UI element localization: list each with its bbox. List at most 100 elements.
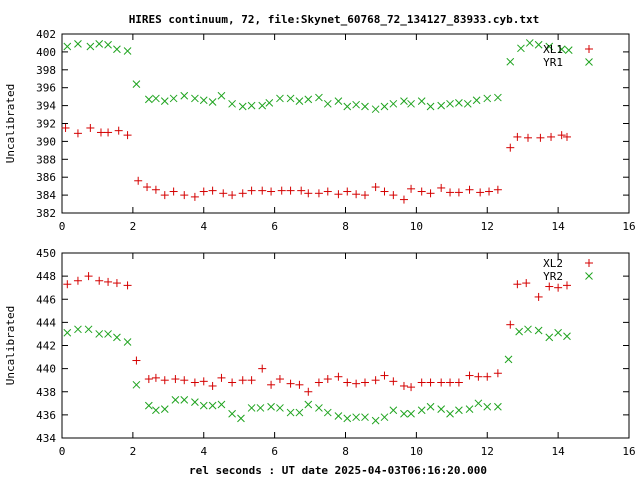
data-point-xl1 bbox=[73, 129, 82, 138]
x-axis-label: rel seconds : UT date 2025-04-03T06:16:2… bbox=[189, 464, 487, 477]
data-point-xl2 bbox=[522, 279, 531, 288]
data-point-xl1 bbox=[446, 188, 455, 197]
y-tick-label: 446 bbox=[36, 293, 56, 306]
data-point-xl1 bbox=[343, 187, 352, 196]
y-tick-label: 392 bbox=[36, 118, 56, 131]
data-point-yr1 bbox=[258, 101, 267, 110]
y-tick-label: 444 bbox=[36, 316, 56, 329]
data-point-xl2 bbox=[454, 378, 463, 387]
data-point-yr2 bbox=[400, 409, 408, 418]
x-tick-label: 0 bbox=[59, 220, 66, 233]
x-tick-label: 4 bbox=[200, 220, 207, 233]
data-point-xl2 bbox=[314, 378, 323, 387]
data-point-yr2 bbox=[84, 325, 93, 334]
data-point-xl2 bbox=[112, 279, 121, 288]
data-point-yr1 bbox=[371, 105, 380, 114]
data-point-yr2 bbox=[247, 404, 256, 412]
data-point-xl2 bbox=[513, 280, 522, 289]
data-point-yr2 bbox=[455, 406, 463, 415]
data-point-yr2 bbox=[315, 404, 323, 412]
data-point-yr1 bbox=[483, 94, 492, 103]
x-tick-label: 10 bbox=[410, 220, 423, 233]
data-point-xl1 bbox=[104, 128, 113, 137]
data-point-yr2 bbox=[545, 333, 554, 342]
data-point-yr2 bbox=[276, 404, 284, 412]
data-point-xl1 bbox=[199, 187, 208, 196]
data-point-yr1 bbox=[295, 97, 304, 105]
data-point-yr1 bbox=[169, 94, 178, 103]
data-point-yr1 bbox=[95, 39, 104, 48]
x-tick-label: 14 bbox=[552, 445, 566, 458]
data-point-yr1 bbox=[238, 102, 247, 111]
data-point-xl2 bbox=[199, 377, 208, 386]
y-tick-label: 398 bbox=[36, 64, 56, 77]
data-point-xl2 bbox=[399, 381, 408, 390]
y-tick-label: 382 bbox=[36, 207, 56, 220]
data-point-xl2 bbox=[132, 356, 141, 365]
x-tick-label: 6 bbox=[271, 220, 278, 233]
data-point-xl2 bbox=[437, 378, 446, 387]
data-point-yr2 bbox=[208, 401, 217, 410]
data-point-yr1 bbox=[437, 101, 446, 110]
data-point-yr2 bbox=[123, 338, 132, 346]
data-point-xl1 bbox=[493, 185, 502, 194]
data-point-yr1 bbox=[545, 42, 554, 51]
data-point-xl2 bbox=[63, 280, 72, 289]
data-point-xl1 bbox=[371, 183, 380, 192]
data-point-xl2 bbox=[465, 371, 474, 380]
data-point-xl2 bbox=[407, 383, 416, 392]
data-point-xl1 bbox=[286, 186, 295, 195]
upper-plot-panel: 382 384 386 388 390 392 394 396 398 400 402 0 2 4 6 8 10… bbox=[4, 28, 636, 233]
legend-marker-xl2 bbox=[585, 259, 593, 267]
data-point-xl1 bbox=[360, 191, 369, 200]
data-point-yr1 bbox=[472, 96, 481, 105]
data-point-xl1 bbox=[219, 189, 228, 198]
data-point-yr2 bbox=[256, 404, 265, 412]
data-point-yr1 bbox=[400, 97, 408, 105]
data-point-yr2 bbox=[494, 402, 502, 411]
data-point-xl2 bbox=[554, 283, 563, 292]
data-point-yr1 bbox=[123, 47, 132, 55]
data-point-yr1 bbox=[276, 94, 284, 103]
data-point-xl1 bbox=[238, 189, 247, 198]
data-point-yr2 bbox=[474, 399, 483, 408]
data-point-xl1 bbox=[562, 132, 571, 141]
data-point-xl2 bbox=[417, 378, 426, 387]
data-point-xl1 bbox=[547, 132, 556, 141]
legend-label-yr1: YR1 bbox=[543, 56, 563, 69]
data-point-yr1 bbox=[361, 102, 369, 111]
data-point-xl1 bbox=[190, 192, 199, 201]
data-point-xl1 bbox=[506, 143, 515, 152]
figure-title: HIRES continuum, 72, file:Skynet_60768_7… bbox=[129, 13, 540, 26]
data-point-yr2 bbox=[483, 402, 492, 411]
data-point-yr2 bbox=[371, 416, 380, 425]
data-point-yr1 bbox=[286, 94, 295, 103]
y-tick-label: 388 bbox=[36, 153, 56, 166]
x-tick-label: 4 bbox=[200, 445, 207, 458]
data-point-xl1 bbox=[476, 188, 485, 197]
data-point-xl2 bbox=[506, 320, 515, 329]
data-point-yr2 bbox=[267, 402, 275, 411]
data-point-xl2 bbox=[562, 281, 571, 290]
data-point-yr1 bbox=[144, 95, 153, 104]
data-point-xl1 bbox=[304, 189, 313, 198]
data-point-xl1 bbox=[151, 185, 160, 194]
data-point-yr2 bbox=[217, 400, 226, 409]
data-point-yr2 bbox=[113, 333, 121, 342]
data-point-yr2 bbox=[389, 406, 398, 415]
data-point-yr1 bbox=[160, 97, 169, 105]
data-point-xl1 bbox=[143, 183, 152, 192]
data-point-yr2 bbox=[74, 325, 82, 334]
data-point-xl2 bbox=[389, 377, 398, 386]
data-point-xl1 bbox=[86, 123, 95, 132]
data-point-yr1 bbox=[63, 42, 72, 51]
data-point-yr2 bbox=[446, 409, 454, 418]
legend-marker-yr1 bbox=[585, 58, 593, 66]
data-point-yr2 bbox=[191, 398, 199, 407]
y-axis-label: Uncalibrated bbox=[4, 84, 17, 163]
data-point-yr2 bbox=[554, 328, 562, 337]
data-point-yr1 bbox=[426, 102, 435, 111]
legend-label-xl2: XL2 bbox=[543, 257, 563, 270]
data-point-xl2 bbox=[534, 292, 543, 301]
data-point-xl1 bbox=[465, 185, 474, 194]
